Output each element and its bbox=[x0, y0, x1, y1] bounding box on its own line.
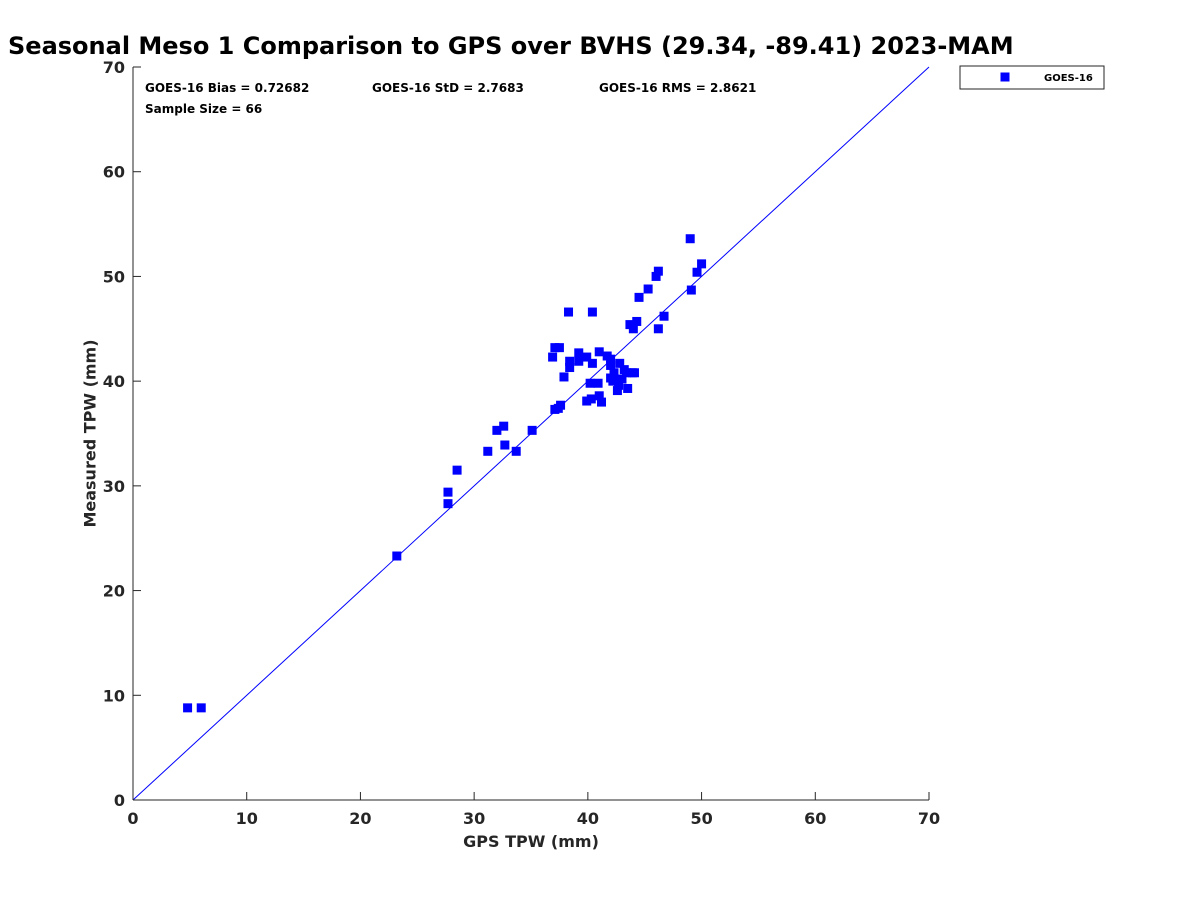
y-tick-label: 20 bbox=[103, 582, 125, 601]
legend-box bbox=[959, 65, 1105, 90]
scatter-point bbox=[392, 551, 402, 561]
rms-stat: GOES-16 RMS = 2.8621 bbox=[599, 81, 756, 95]
scatter-point bbox=[628, 324, 638, 334]
chart-title: Seasonal Meso 1 Comparison to GPS over B… bbox=[8, 32, 1014, 60]
scatter-point bbox=[548, 352, 558, 362]
data-points bbox=[183, 234, 707, 713]
scatter-point bbox=[500, 440, 510, 450]
y-tick-label: 10 bbox=[103, 686, 125, 705]
scatter-point bbox=[611, 375, 621, 385]
x-axis-ticks: 0 10 20 30 40 50 60 70 bbox=[127, 792, 940, 828]
scatter-point bbox=[574, 356, 584, 366]
axes: 0 10 20 30 40 50 60 70 0 10 20 30 40 50 60 70 bbox=[103, 58, 940, 828]
y-tick-label: 60 bbox=[103, 163, 125, 182]
scatter-point bbox=[629, 368, 639, 378]
scatter-point bbox=[612, 386, 622, 396]
scatter-point bbox=[686, 285, 696, 295]
scatter-point bbox=[511, 446, 521, 456]
scatter-point bbox=[594, 391, 604, 401]
y-tick-label: 30 bbox=[103, 477, 125, 496]
scatter-point bbox=[582, 352, 592, 362]
scatter-point bbox=[452, 465, 462, 475]
y-tick-label: 50 bbox=[103, 267, 125, 286]
legend: GOES-16 bbox=[959, 65, 1105, 90]
scatter-point bbox=[554, 343, 564, 353]
scatter-point bbox=[653, 266, 663, 276]
scatter-point bbox=[614, 380, 624, 390]
scatter-point bbox=[623, 383, 633, 393]
scatter-point bbox=[499, 421, 509, 431]
scatter-point bbox=[622, 368, 632, 378]
scatter-point bbox=[692, 267, 702, 277]
scatter-point bbox=[565, 363, 575, 373]
scatter-point bbox=[617, 374, 627, 384]
scatter-point bbox=[606, 354, 616, 364]
y-tick-label: 0 bbox=[114, 791, 125, 810]
scatter-point bbox=[587, 307, 597, 317]
legend-entry-label: GOES-16 bbox=[1044, 73, 1093, 84]
y-axis-ticks: 0 10 20 30 40 50 60 70 bbox=[103, 58, 141, 810]
scatter-point bbox=[556, 400, 566, 410]
scatter-point bbox=[527, 425, 537, 435]
scatter-point bbox=[651, 271, 661, 281]
y-axis-label: Measured TPW (mm) bbox=[81, 339, 100, 527]
scatter-point bbox=[564, 307, 574, 317]
scatter-point bbox=[697, 259, 707, 269]
scatter-point bbox=[597, 397, 607, 407]
scatter-point bbox=[443, 499, 453, 509]
scatter-point bbox=[653, 324, 663, 334]
x-tick-label: 10 bbox=[236, 809, 258, 828]
scatter-point bbox=[587, 358, 597, 368]
scatter-point bbox=[565, 356, 575, 366]
scatter-point bbox=[634, 292, 644, 302]
x-tick-label: 30 bbox=[463, 809, 485, 828]
x-tick-label: 50 bbox=[690, 809, 712, 828]
scatter-point bbox=[574, 348, 584, 358]
scatter-point bbox=[594, 347, 604, 357]
x-tick-label: 0 bbox=[127, 809, 138, 828]
scatter-point bbox=[443, 487, 453, 497]
std-stat: GOES-16 StD = 2.7683 bbox=[372, 81, 524, 95]
scatter-point bbox=[615, 358, 625, 368]
x-tick-label: 60 bbox=[804, 809, 826, 828]
scatter-point bbox=[643, 284, 653, 294]
scatter-point bbox=[632, 316, 642, 326]
scatter-point bbox=[585, 378, 595, 388]
bias-stat: GOES-16 Bias = 0.72682 bbox=[145, 81, 309, 95]
scatter-point bbox=[492, 425, 502, 435]
y-tick-label: 40 bbox=[103, 372, 125, 391]
x-tick-label: 20 bbox=[349, 809, 371, 828]
scatter-point bbox=[582, 396, 592, 406]
scatter-point bbox=[609, 368, 619, 378]
scatter-point bbox=[593, 378, 603, 388]
y-tick-label: 70 bbox=[103, 58, 125, 77]
scatter-point bbox=[559, 372, 569, 382]
x-tick-label: 70 bbox=[918, 809, 940, 828]
scatter-point bbox=[183, 703, 193, 713]
scatter-point bbox=[550, 343, 560, 353]
scatter-point bbox=[606, 360, 616, 370]
scatter-point bbox=[659, 311, 669, 321]
scatter-point bbox=[685, 234, 695, 244]
sample-size-stat: Sample Size = 66 bbox=[145, 102, 262, 116]
scatter-point bbox=[586, 394, 596, 404]
x-tick-label: 40 bbox=[577, 809, 599, 828]
legend-marker-square bbox=[1000, 72, 1010, 82]
x-axis-label: GPS TPW (mm) bbox=[463, 832, 599, 851]
scatter-point bbox=[196, 703, 206, 713]
scatter-point bbox=[483, 446, 493, 456]
